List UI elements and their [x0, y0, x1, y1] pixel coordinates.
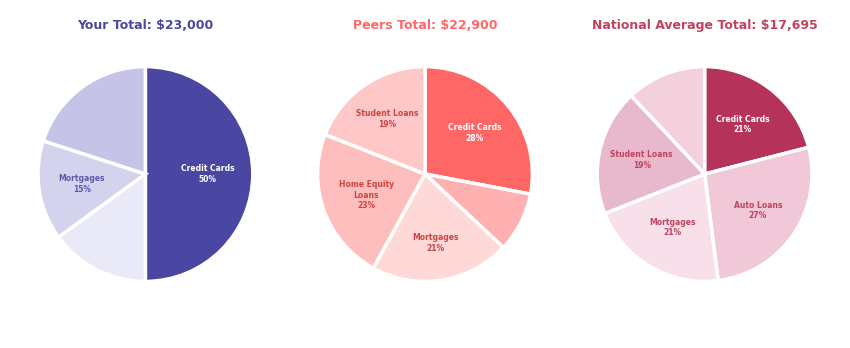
Text: Mortgages
21%: Mortgages 21% [649, 218, 696, 237]
Text: Mortgages
21%: Mortgages 21% [412, 233, 459, 253]
Wedge shape [59, 174, 145, 282]
Wedge shape [326, 66, 425, 174]
Wedge shape [425, 66, 532, 194]
Text: Student Loans
19%: Student Loans 19% [610, 150, 673, 169]
Text: Auto Loans
27%: Auto Loans 27% [734, 200, 782, 220]
Title: National Average Total: $17,695: National Average Total: $17,695 [592, 19, 818, 32]
Wedge shape [318, 134, 425, 268]
Text: Mortgages
15%: Mortgages 15% [59, 174, 105, 194]
Title: Your Total: $23,000: Your Total: $23,000 [77, 19, 213, 32]
Wedge shape [145, 66, 252, 282]
Wedge shape [373, 174, 503, 282]
Wedge shape [43, 66, 145, 174]
Wedge shape [705, 66, 808, 174]
Wedge shape [598, 96, 705, 214]
Wedge shape [705, 147, 812, 280]
Text: Credit Cards
50%: Credit Cards 50% [181, 164, 235, 184]
Wedge shape [38, 141, 145, 237]
Title: Peers Total: $22,900: Peers Total: $22,900 [353, 19, 497, 32]
Wedge shape [631, 66, 705, 174]
Text: Credit Cards
28%: Credit Cards 28% [448, 123, 502, 143]
Text: Credit Cards
21%: Credit Cards 21% [716, 115, 769, 134]
Wedge shape [604, 174, 718, 282]
Text: Student Loans
19%: Student Loans 19% [356, 109, 419, 129]
Wedge shape [425, 174, 530, 247]
Text: Home Equity
Loans
23%: Home Equity Loans 23% [339, 180, 394, 210]
